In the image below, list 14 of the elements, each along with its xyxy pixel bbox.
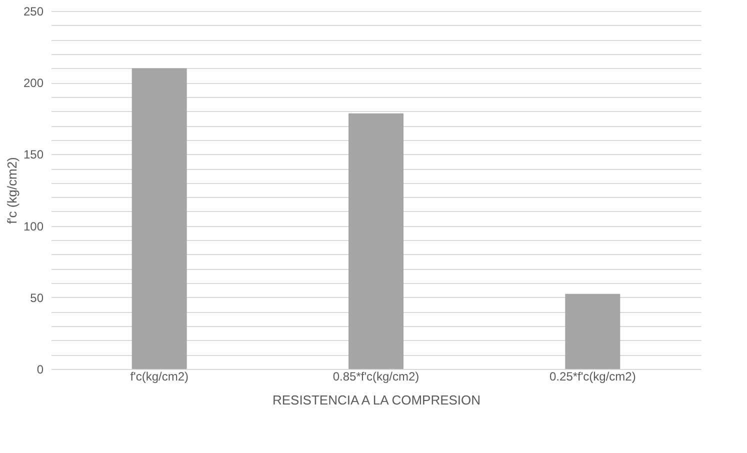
y-tick-label: 200 (23, 76, 44, 90)
bar (348, 113, 404, 369)
y-tick-label: 150 (23, 148, 44, 162)
y-tick-label: 0 (36, 362, 44, 376)
x-tick-label: 0.25*f'c(kg/cm2) (550, 370, 636, 384)
bar (132, 68, 187, 369)
x-tick-label: 0.85*f'c(kg/cm2) (332, 370, 420, 384)
y-tick-label: 250 (23, 4, 44, 18)
y-axis-title: f'c (kg/cm2) (4, 157, 20, 224)
y-tick-label: 100 (23, 219, 44, 234)
bar (565, 294, 620, 369)
x-tick-label: f'c(kg/cm2) (130, 370, 188, 384)
x-axis-title: RESISTENCIA A LA COMPRESION (272, 392, 481, 408)
y-tick-label: 50 (30, 290, 44, 305)
